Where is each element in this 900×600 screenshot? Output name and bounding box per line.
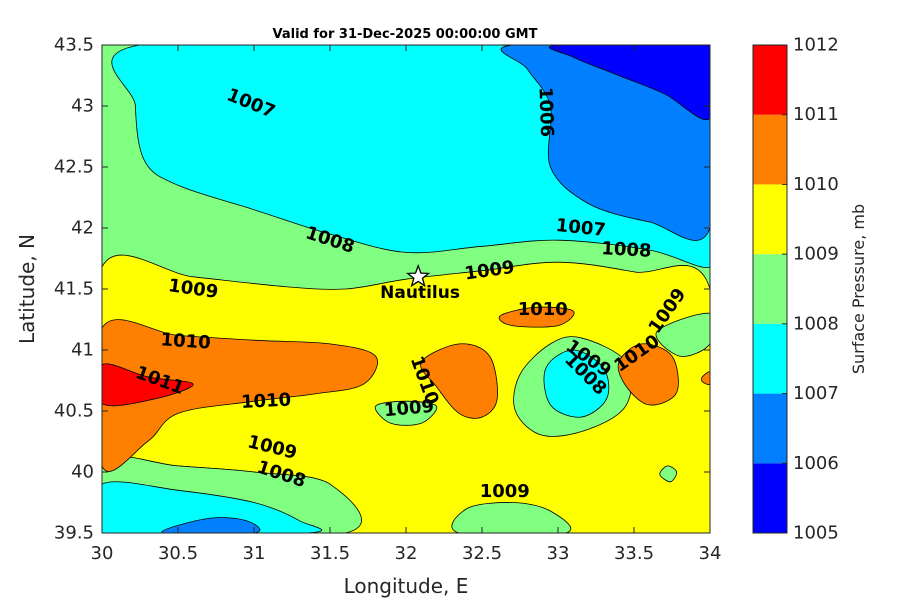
colorbar-tick-label: 1008 xyxy=(793,313,839,334)
x-tick-label: 33.5 xyxy=(614,543,654,564)
x-tick-label: 31 xyxy=(243,543,266,564)
site-marker-layer: Nautilus xyxy=(380,263,460,303)
contour-region-1007-15 xyxy=(543,349,610,418)
x-tick-label: 33 xyxy=(547,543,570,564)
colorbar-tick-label: 1005 xyxy=(793,523,839,544)
x-tick-label: 30 xyxy=(91,543,114,564)
x-tick-label: 30.5 xyxy=(158,543,198,564)
y-tick-label: 40 xyxy=(71,462,94,483)
colorbar-band-1009 xyxy=(753,184,787,255)
contour-region-1010-9 xyxy=(102,319,378,472)
colorbar-band-1011 xyxy=(753,45,787,115)
x-axis-ticks: 30 30.5 31 31.5 32 32.5 33 33.5 34 xyxy=(91,45,722,564)
colorbar-label: Surface Pressure, mb xyxy=(849,204,868,374)
colorbar-band-1007 xyxy=(753,323,787,394)
contour-region-1010-16 xyxy=(617,343,679,406)
y-tick-label: 43 xyxy=(71,96,94,117)
colorbar: 1005 1006 1007 1008 1009 1010 1011 1012 xyxy=(752,35,839,544)
contour-region-1008-8 xyxy=(451,502,572,533)
contour-region-1008-18 xyxy=(659,465,678,483)
y-tick-label: 43.5 xyxy=(54,35,94,56)
colorbar-tick-label: 1012 xyxy=(793,35,839,56)
colorbar-band-1005 xyxy=(753,463,787,533)
contour-region-1006-2 xyxy=(500,45,710,241)
contour-region-1006-7 xyxy=(161,517,261,533)
contour-label-9: 1010 xyxy=(160,329,211,353)
contour-region-1011-10 xyxy=(102,363,194,407)
chart-title: Valid for 31-Dec-2025 00:00:00 GMT xyxy=(273,27,538,42)
y-tick-label: 41.5 xyxy=(54,279,94,300)
contour-region-1007-6 xyxy=(102,481,323,533)
x-axis-label: Longitude, E xyxy=(344,574,469,598)
contour-fills xyxy=(102,45,710,533)
y-tick-label: 39.5 xyxy=(54,523,94,544)
colorbar-tick-label: 1009 xyxy=(793,244,839,265)
contour-region-1008-12 xyxy=(374,400,438,426)
contour-label-2: 1007 xyxy=(555,215,607,241)
y-axis-label: Latitude, N xyxy=(15,234,39,344)
contour-region-1010-11 xyxy=(420,343,498,419)
site-star-icon xyxy=(405,263,431,288)
colorbar-band-1006 xyxy=(753,393,787,464)
colorbar-tick-label: 1011 xyxy=(793,104,839,125)
y-tick-label: 40.5 xyxy=(54,401,94,422)
contour-region-1005-3 xyxy=(548,45,710,121)
x-tick-label: 32.5 xyxy=(462,543,502,564)
site-label: Nautilus xyxy=(380,283,460,303)
colorbar-frame xyxy=(752,44,788,534)
contour-label-4: 1008 xyxy=(601,238,652,262)
contour-label-7: 1010 xyxy=(518,299,568,320)
contour-region-1010-13 xyxy=(498,306,575,328)
x-tick-label: 34 xyxy=(699,543,722,564)
y-axis-ticks: 39.5 40 40.5 41 41.5 42 42.5 43 43.5 xyxy=(54,35,710,544)
contour-region-1010-19 xyxy=(701,371,710,386)
colorbar-band-1010 xyxy=(753,114,787,185)
y-tick-label: 42.5 xyxy=(54,157,94,178)
contour-region-1008-17 xyxy=(655,312,710,357)
y-tick-label: 41 xyxy=(71,340,94,361)
colorbar-band-1008 xyxy=(753,254,787,324)
colorbar-tick-label: 1006 xyxy=(793,453,839,474)
contour-label-1: 1006 xyxy=(534,87,557,138)
x-tick-label: 31.5 xyxy=(310,543,350,564)
x-tick-label: 32 xyxy=(395,543,418,564)
colorbar-tick-label: 1007 xyxy=(793,383,839,404)
contour-label-13: 1009 xyxy=(383,396,435,421)
contour-label-19: 1009 xyxy=(480,481,530,502)
y-tick-label: 42 xyxy=(71,218,94,239)
colorbar-tick-label: 1010 xyxy=(793,174,839,195)
contour-label-11: 1010 xyxy=(241,389,292,413)
